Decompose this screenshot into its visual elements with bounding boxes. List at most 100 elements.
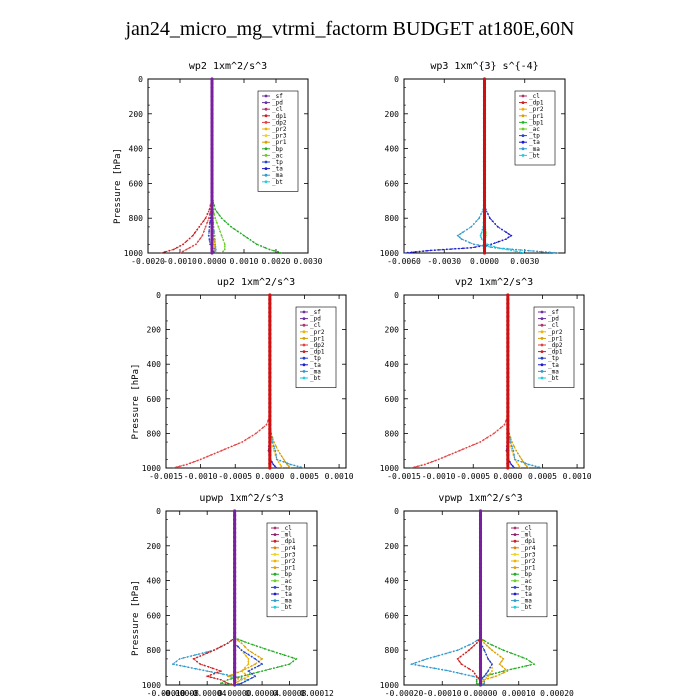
zero-profile-point (210, 168, 214, 172)
series-point (460, 238, 463, 241)
series-point (214, 248, 217, 251)
series-point (244, 439, 247, 441)
series-pr1 (226, 510, 263, 685)
x-tick-label: -0.0010 (184, 472, 218, 481)
series-point (172, 663, 174, 665)
zero-profile-point (233, 618, 237, 622)
zero-profile-point (506, 436, 510, 440)
series-point (247, 658, 250, 660)
series-point (483, 639, 486, 642)
y-tick-label: 400 (385, 145, 400, 154)
series-point (502, 658, 505, 660)
zero-profile-point (478, 635, 483, 639)
series-point (494, 672, 497, 675)
legend-label: _cl (272, 106, 283, 113)
legend-marker (521, 147, 525, 151)
legend-label: _pr4 (281, 545, 296, 552)
zero-profile-point (210, 160, 214, 164)
plot-frame (147, 78, 309, 254)
series-point (418, 664, 421, 667)
x-tick-label: 0.0005 (290, 472, 319, 481)
zero-profile-point (482, 216, 487, 220)
zero-profile-point (210, 251, 214, 255)
series-point (489, 434, 492, 437)
series-point (487, 213, 489, 215)
series-point (540, 250, 543, 253)
legend-label: _bt (548, 375, 559, 382)
series-point (216, 678, 219, 680)
zero-profile-point (478, 613, 483, 618)
zero-profile-point (506, 405, 510, 410)
series-point (230, 445, 233, 448)
zero-profile-point (210, 77, 214, 81)
series-point (493, 432, 495, 435)
series-point (429, 656, 432, 659)
series-line (226, 511, 263, 685)
x-tick-label: 0.00010 (502, 689, 536, 698)
legend-label: _bt (281, 604, 292, 611)
series-point (491, 220, 494, 223)
zero-profile-point (210, 190, 214, 194)
y-axis-label: Pressure [hPa] (131, 580, 141, 656)
series-point (517, 655, 520, 657)
series-point (480, 231, 483, 234)
series-point (168, 249, 171, 252)
series-point (295, 658, 298, 660)
series-point (209, 674, 212, 676)
zero-profile-point (233, 565, 237, 570)
series-point (497, 240, 500, 243)
series-point (452, 671, 455, 673)
zero-profile-point (506, 457, 510, 461)
zero-profile-point (268, 457, 272, 461)
series-point (420, 464, 423, 467)
series-point (237, 683, 240, 685)
zero-profile-point (268, 328, 272, 332)
series-point (192, 461, 195, 463)
legend-label: _pr3 (272, 133, 287, 140)
series-point (481, 228, 484, 231)
series-point (505, 238, 507, 241)
zero-profile-point (210, 120, 214, 125)
series-point (406, 251, 409, 254)
series-point (519, 251, 522, 254)
panel-title: upwp 1xm^2/s^3 (199, 493, 283, 504)
zero-profile-point (478, 579, 483, 583)
zero-profile-point (210, 225, 214, 229)
series-point (501, 228, 503, 231)
series-point (430, 461, 433, 463)
series-point (483, 680, 486, 683)
series-point (479, 234, 482, 237)
series-point (255, 645, 258, 647)
series-point (472, 670, 474, 672)
zero-profile-point (210, 142, 214, 146)
zero-profile-point (506, 397, 510, 401)
legend-marker (273, 539, 277, 543)
zero-profile-point (482, 147, 487, 151)
series-point (472, 675, 474, 678)
x-tick-label: -0.00008 (160, 689, 199, 698)
series-point (216, 671, 219, 674)
series-point (437, 654, 440, 657)
legend-label: _pr1 (548, 335, 563, 342)
series-point (487, 670, 489, 672)
series-point (284, 664, 287, 666)
panel-title: vp2 1xm^2/s^3 (455, 277, 533, 288)
series-point (188, 237, 191, 240)
series-point (186, 656, 189, 658)
legend-marker (273, 566, 277, 569)
series-point (525, 658, 528, 660)
series-point (277, 250, 279, 253)
legend-marker (540, 363, 544, 367)
zero-profile-point (268, 427, 272, 431)
series-line (192, 511, 236, 686)
zero-profile-point (482, 125, 487, 129)
zero-profile-point (233, 526, 237, 531)
series-point (462, 653, 465, 656)
zero-profile-point (506, 353, 510, 358)
series-point (511, 445, 513, 448)
series-line (234, 511, 250, 685)
series-point (460, 663, 463, 665)
zero-profile-point (210, 103, 214, 107)
